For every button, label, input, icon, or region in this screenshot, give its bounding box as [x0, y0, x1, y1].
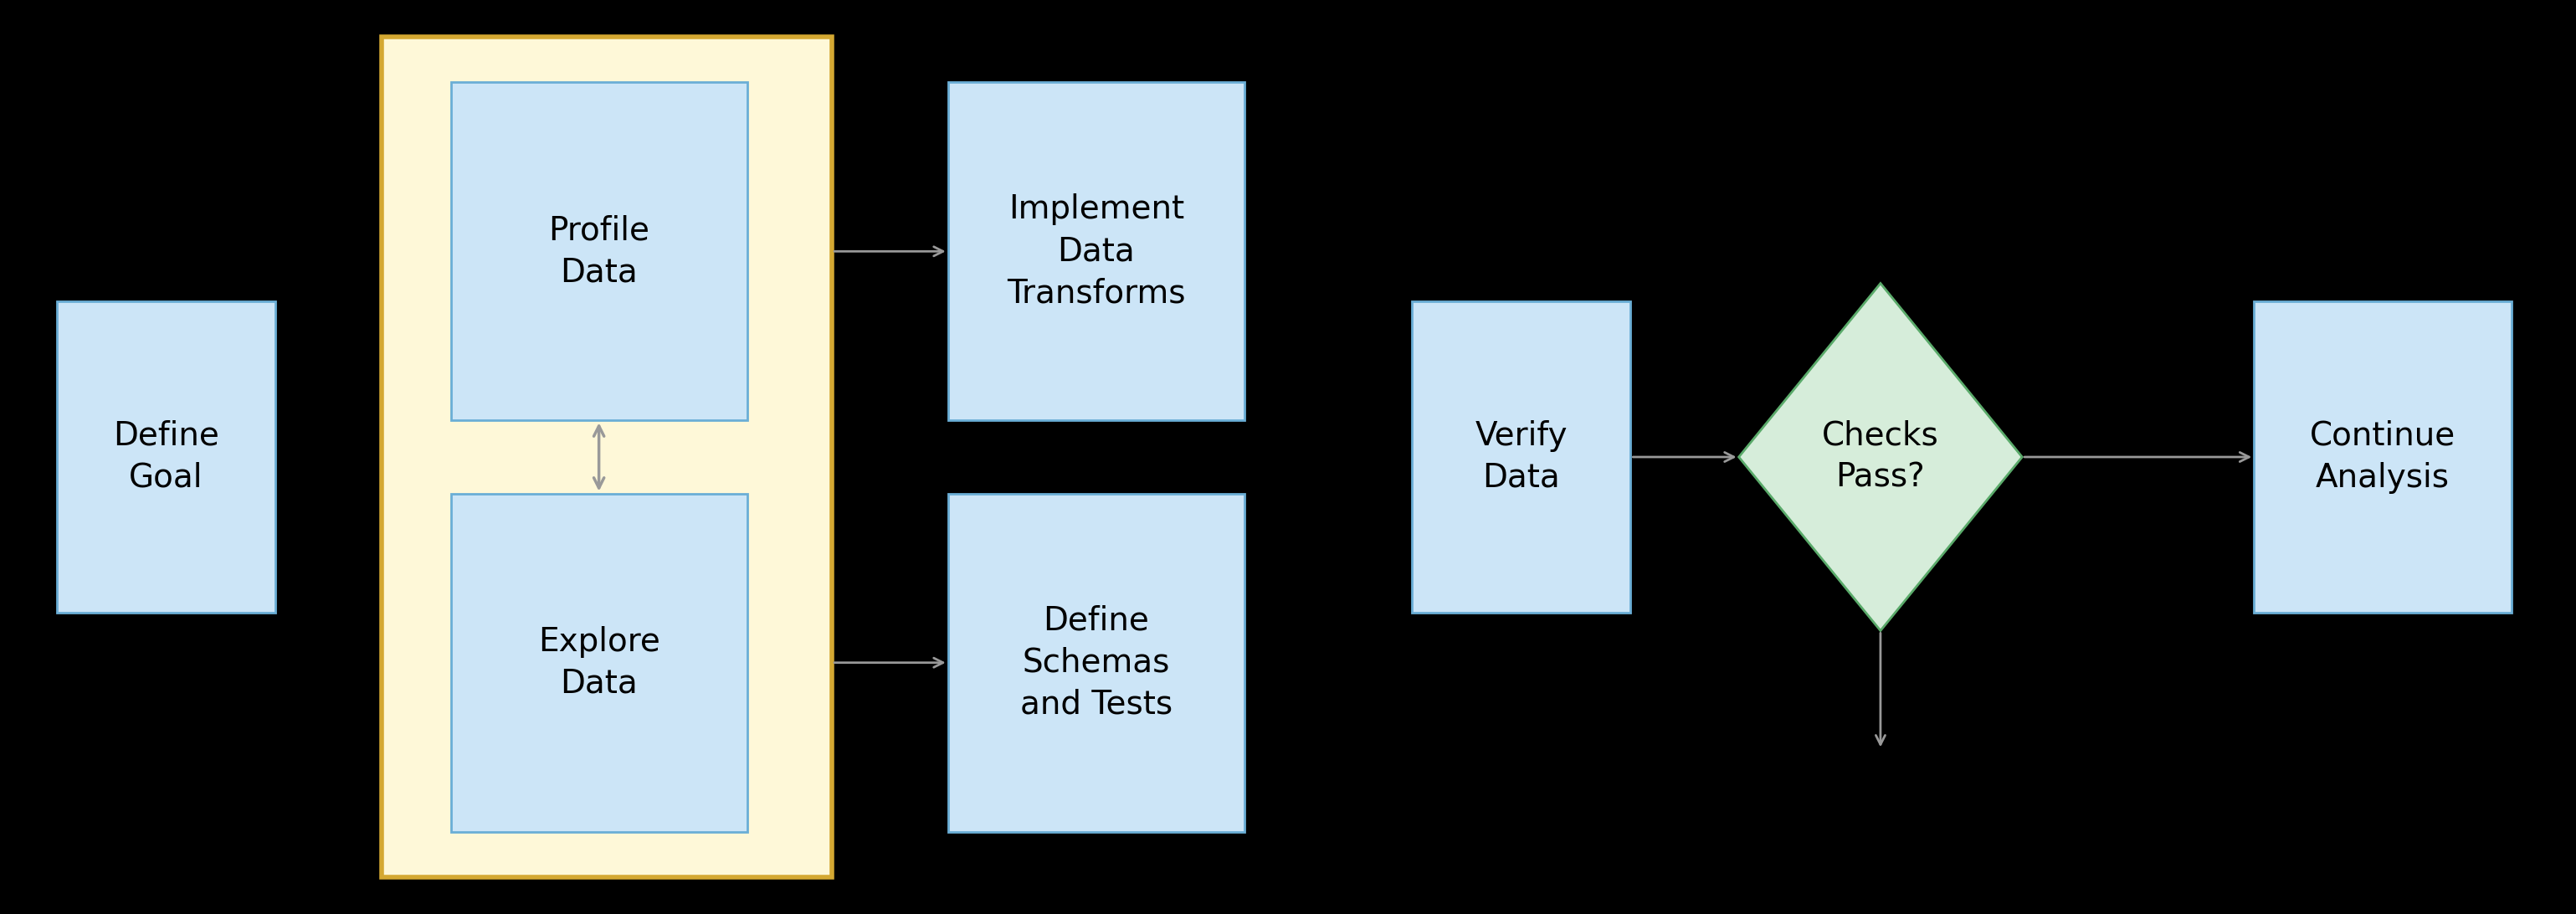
Text: Yes: Yes — [2120, 409, 2172, 441]
FancyBboxPatch shape — [948, 494, 1244, 832]
Text: Profile
Data: Profile Data — [549, 215, 649, 288]
Text: Verify
Data: Verify Data — [1476, 420, 1566, 494]
Text: Define
Goal: Define Goal — [113, 420, 219, 494]
Text: Explore
Data: Explore Data — [538, 626, 659, 699]
Text: Continue
Analysis: Continue Analysis — [2311, 420, 2455, 494]
Polygon shape — [1739, 283, 2022, 631]
FancyBboxPatch shape — [381, 37, 832, 877]
Text: Implement
Data
Transforms: Implement Data Transforms — [1007, 194, 1185, 309]
FancyBboxPatch shape — [451, 494, 747, 832]
FancyBboxPatch shape — [1412, 302, 1631, 612]
FancyBboxPatch shape — [2254, 302, 2512, 612]
FancyBboxPatch shape — [451, 82, 747, 420]
FancyBboxPatch shape — [57, 302, 276, 612]
FancyBboxPatch shape — [948, 82, 1244, 420]
Text: Define
Schemas
and Tests: Define Schemas and Tests — [1020, 605, 1172, 720]
Text: No: No — [1857, 780, 1904, 811]
Text: Checks
Pass?: Checks Pass? — [1821, 420, 1940, 494]
